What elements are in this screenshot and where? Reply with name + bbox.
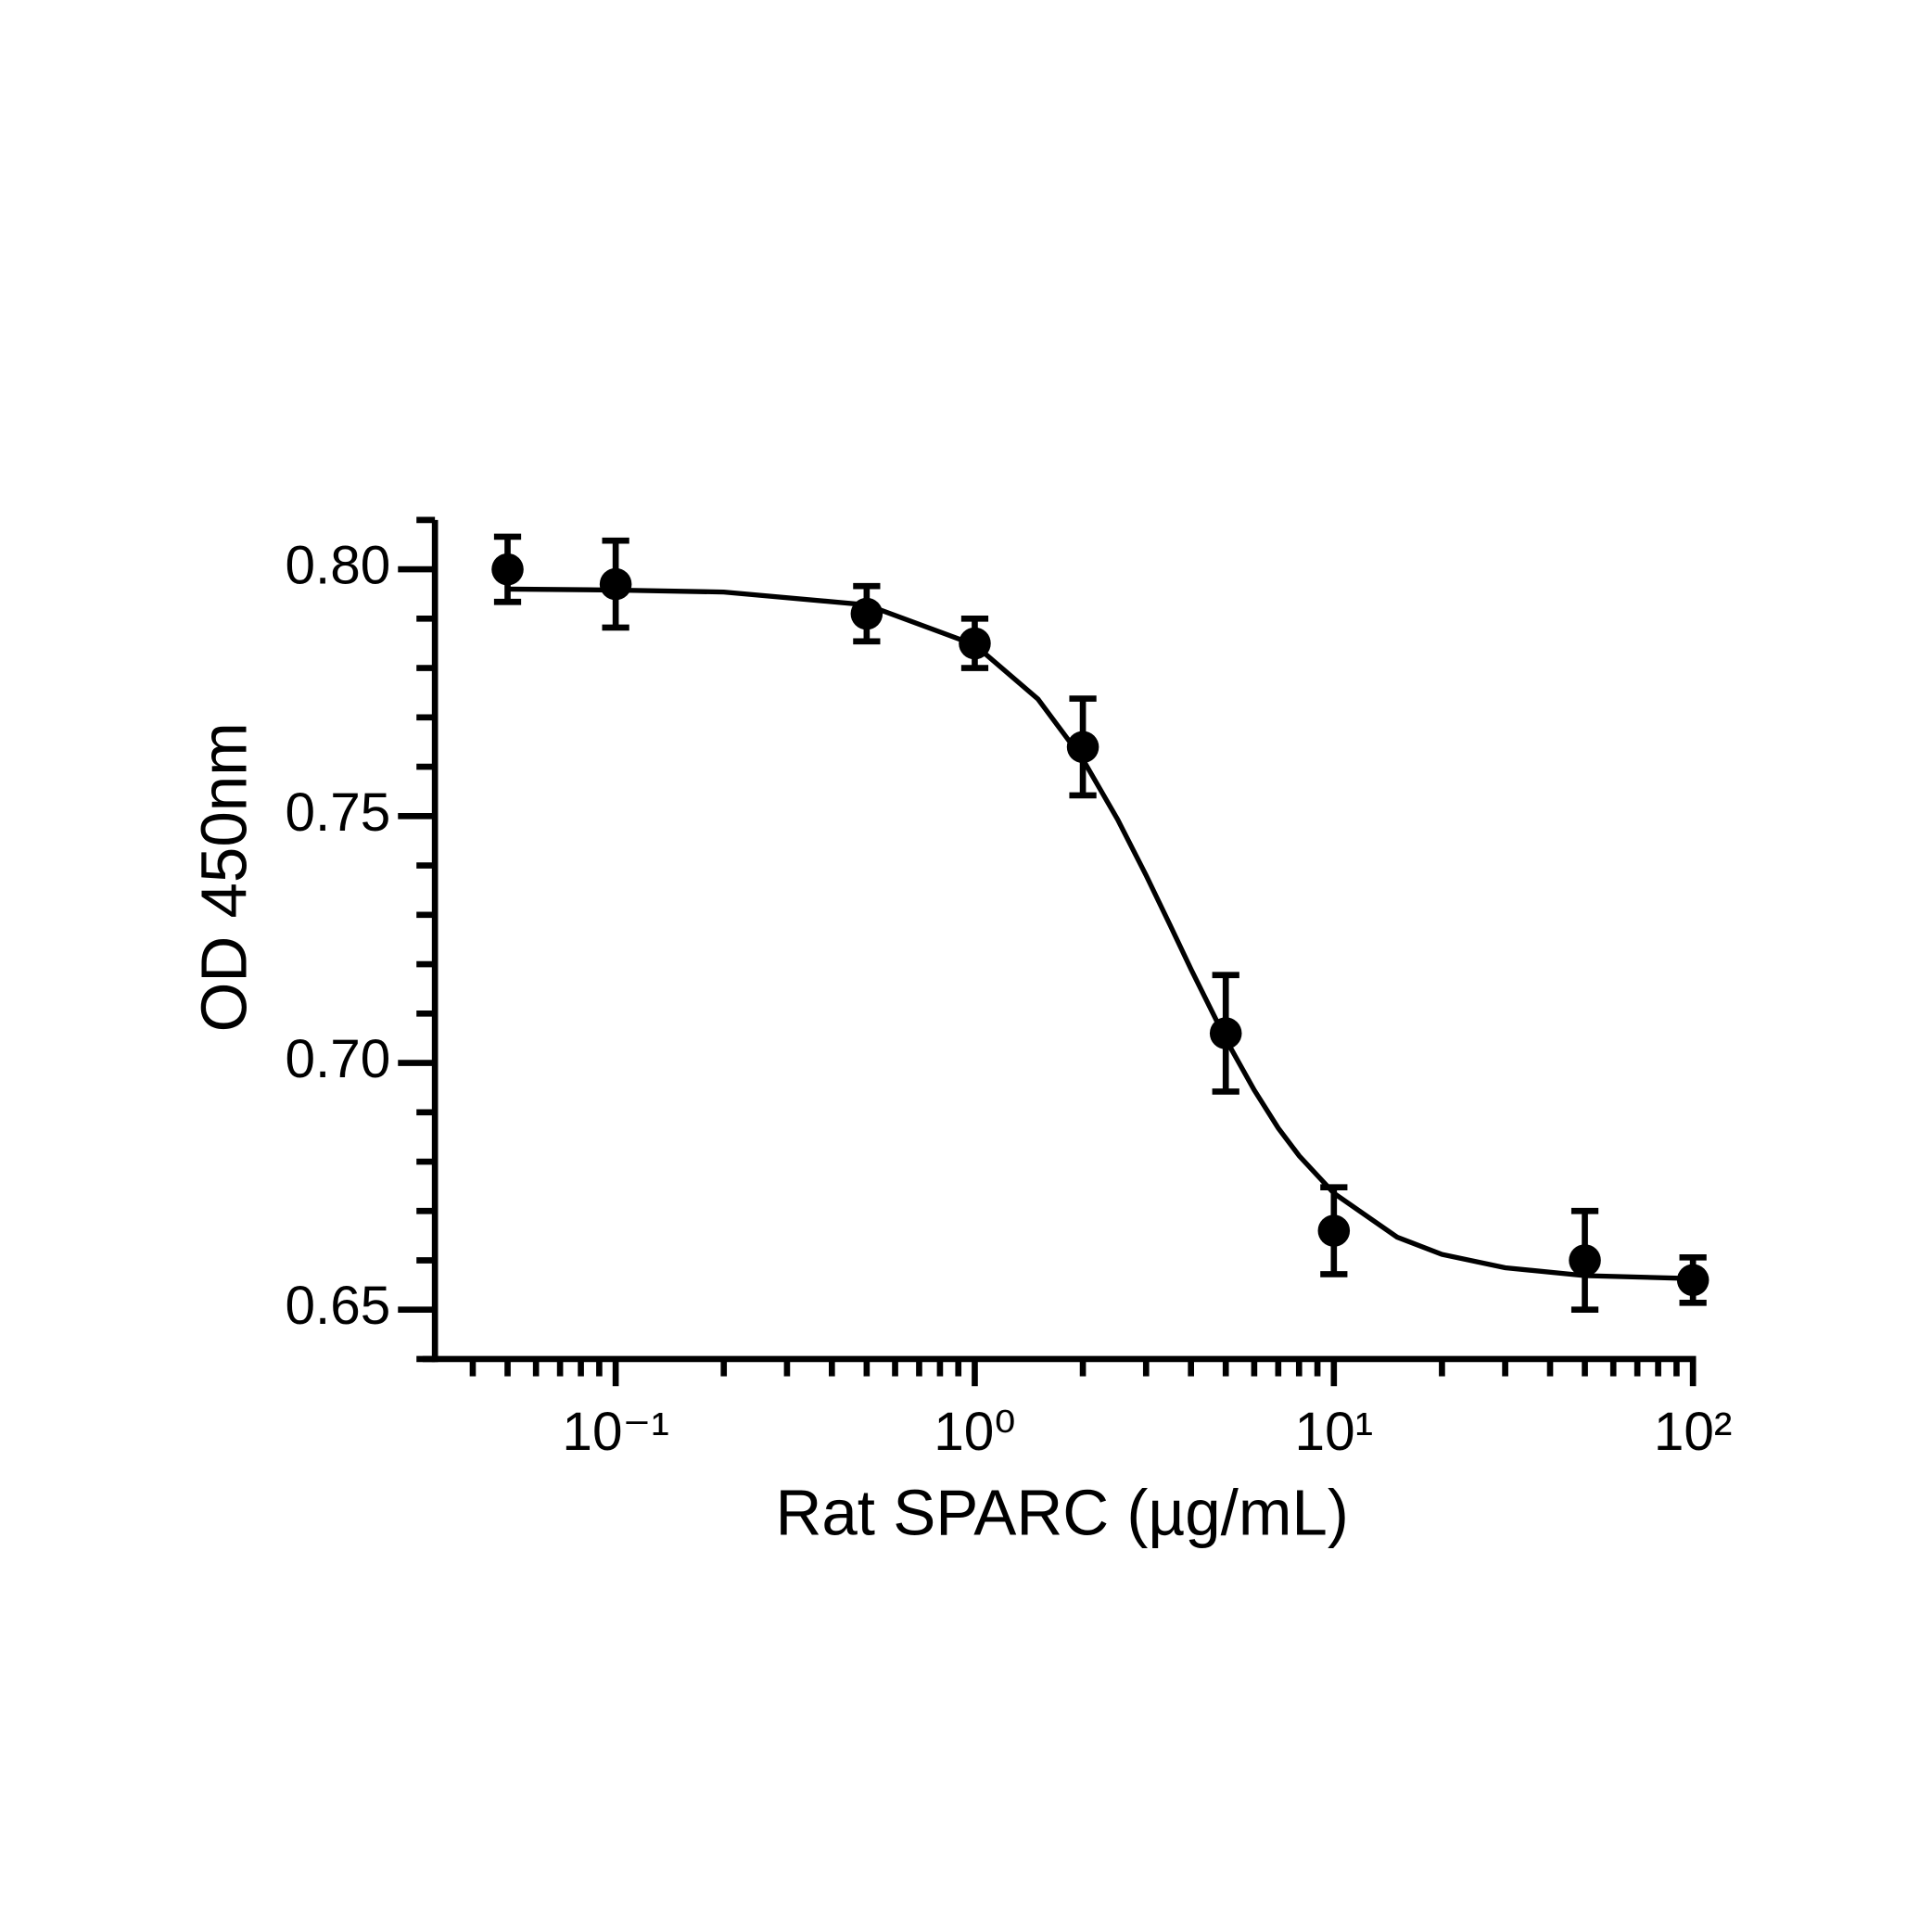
fit-curve [507,586,1694,1281]
x-tick-label: 10⁻¹ [562,1402,668,1462]
y-tick-label: 0.70 [286,1029,391,1089]
y-axis-title: OD 450nm [187,722,260,1032]
x-tick-label: 10² [1654,1402,1733,1462]
x-tick-label: 10⁰ [934,1402,1015,1462]
x-tick-label: 10¹ [1295,1402,1374,1462]
point [1209,1017,1242,1049]
point [1317,1214,1351,1247]
x-axis-title: Rat SPARC (µg/mL) [775,1477,1348,1549]
point [599,567,632,601]
point [1569,1244,1601,1277]
point [850,597,883,630]
point [959,627,991,660]
point [491,553,524,586]
point [1676,1264,1710,1297]
y-tick-label: 0.75 [286,782,391,843]
y-tick-label: 0.65 [286,1276,391,1336]
point [1066,731,1099,764]
y-tick-label: 0.80 [286,536,391,596]
